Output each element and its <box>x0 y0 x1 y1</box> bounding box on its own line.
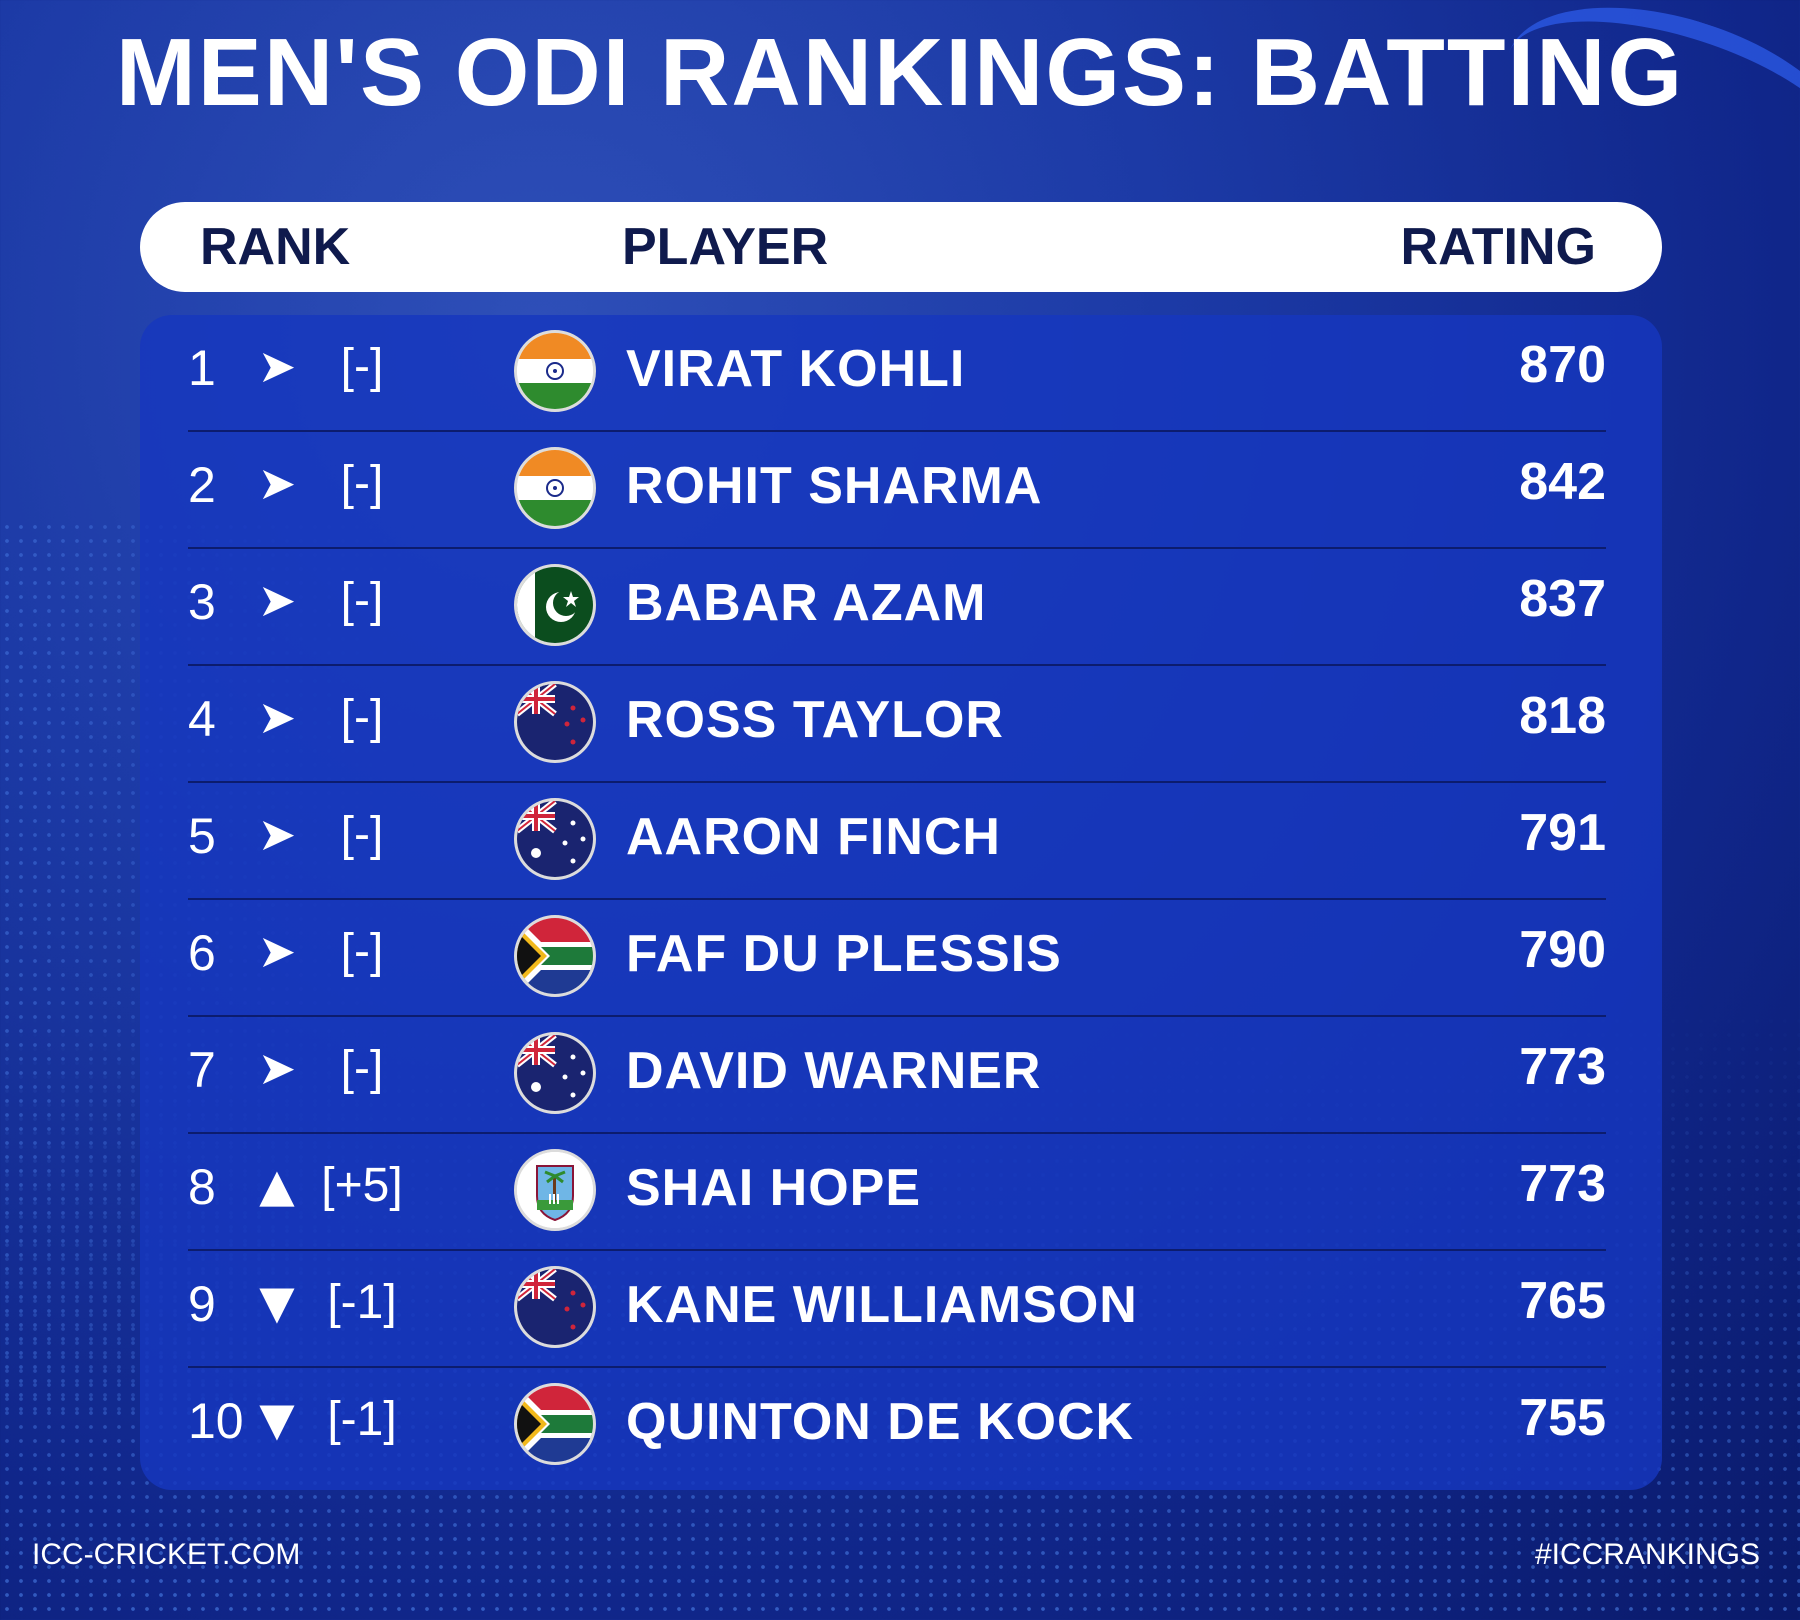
player-name: KANE WILLIAMSON <box>626 1276 1138 1334</box>
rank-change: [-] <box>340 925 384 978</box>
table-row: 1 ➤ [-] VIRAT KOHLI 870 <box>140 315 1662 432</box>
player-rating: 791 <box>1519 804 1606 862</box>
movement-arrow-icon: ▲ <box>259 1158 295 1212</box>
movement-arrow-icon: ➤ <box>257 807 297 861</box>
rank-number: 3 <box>188 574 216 630</box>
movement-arrow-icon: ➤ <box>257 339 297 393</box>
rank-change: [-] <box>340 1042 384 1095</box>
australia-flag-icon <box>514 798 596 880</box>
table-row: 7 ➤ [-] DAVID WARNER 773 <box>140 1017 1662 1134</box>
rank-number: 9 <box>188 1276 216 1332</box>
table-row: 6 ➤ [-] FAF DU PLESSIS 790 <box>140 900 1662 1017</box>
movement-arrow-icon: ➤ <box>257 690 297 744</box>
rank-number: 1 <box>188 340 216 396</box>
player-name: DAVID WARNER <box>626 1042 1042 1100</box>
rank-number: 5 <box>188 808 216 864</box>
rank-number: 10 <box>188 1393 244 1449</box>
player-rating: 773 <box>1519 1155 1606 1213</box>
rank-change: [-] <box>340 808 384 861</box>
website-link[interactable]: ICC-CRICKET.COM <box>32 1538 301 1571</box>
south-africa-flag-icon <box>514 915 596 997</box>
player-rating: 842 <box>1519 453 1606 511</box>
rank-change: [-] <box>340 340 384 393</box>
player-name: VIRAT KOHLI <box>626 340 966 398</box>
player-rating: 837 <box>1519 570 1606 628</box>
rank-change: [-] <box>340 457 384 510</box>
player-name: ROSS TAYLOR <box>626 691 1004 749</box>
australia-flag-icon <box>514 1032 596 1114</box>
player-name: ROHIT SHARMA <box>626 457 1043 515</box>
table-row: 10 ▼ [-1] QUINTON DE KOCK 755 <box>140 1368 1662 1485</box>
player-rating: 870 <box>1519 336 1606 394</box>
movement-arrow-icon: ➤ <box>257 924 297 978</box>
table-row: 2 ➤ [-] ROHIT SHARMA 842 <box>140 432 1662 549</box>
movement-arrow-icon: ➤ <box>257 456 297 510</box>
row-divider <box>188 547 1606 549</box>
player-rating: 790 <box>1519 921 1606 979</box>
table-row: 4 ➤ [-] ROSS TAYLOR 818 <box>140 666 1662 783</box>
page-title: MEN'S ODI RANKINGS: BATTING <box>115 19 1685 126</box>
table-row: 9 ▼ [-1] KANE WILLIAMSON 765 <box>140 1251 1662 1368</box>
rating-column-header: RATING <box>1400 218 1596 276</box>
rank-number: 2 <box>188 457 216 513</box>
player-name: FAF DU PLESSIS <box>626 925 1062 983</box>
movement-arrow-icon: ➤ <box>257 1041 297 1095</box>
movement-arrow-icon: ➤ <box>257 573 297 627</box>
row-divider <box>188 898 1606 900</box>
row-divider <box>188 781 1606 783</box>
south-africa-flag-icon <box>514 1383 596 1465</box>
india-flag-icon <box>514 447 596 529</box>
player-name: AARON FINCH <box>626 808 1001 866</box>
rank-change: [-] <box>340 691 384 744</box>
row-divider <box>188 1249 1606 1251</box>
movement-arrow-icon: ▼ <box>259 1275 295 1329</box>
player-rating: 765 <box>1519 1272 1606 1330</box>
table-row: 8 ▲ [+5] SHAI HOPE 773 <box>140 1134 1662 1251</box>
rank-change: [+5] <box>321 1159 403 1212</box>
player-name: QUINTON DE KOCK <box>626 1393 1135 1451</box>
pakistan-flag-icon <box>514 564 596 646</box>
rank-change: [-] <box>340 574 384 627</box>
row-divider <box>188 1132 1606 1134</box>
west-indies-flag-icon <box>514 1149 596 1231</box>
new-zealand-flag-icon <box>514 1266 596 1348</box>
rank-change: [-1] <box>327 1276 397 1329</box>
india-flag-icon <box>514 330 596 412</box>
row-divider <box>188 1366 1606 1368</box>
rank-number: 6 <box>188 925 216 981</box>
table-header: RANK PLAYER RATING <box>140 202 1662 292</box>
rank-change: [-1] <box>327 1393 397 1446</box>
row-divider <box>188 430 1606 432</box>
hashtag-label: #ICCRANKINGS <box>1534 1538 1760 1571</box>
rankings-table: 1 ➤ [-] VIRAT KOHLI 870 2 ➤ [-] ROHIT SH… <box>140 315 1662 1490</box>
player-name: SHAI HOPE <box>626 1159 922 1217</box>
row-divider <box>188 1015 1606 1017</box>
rank-number: 7 <box>188 1042 216 1098</box>
rank-number: 4 <box>188 691 216 747</box>
player-column-header: PLAYER <box>622 218 829 276</box>
rank-number: 8 <box>188 1159 216 1215</box>
new-zealand-flag-icon <box>514 681 596 763</box>
player-name: BABAR AZAM <box>626 574 987 632</box>
row-divider <box>188 664 1606 666</box>
player-rating: 755 <box>1519 1389 1606 1447</box>
rank-column-header: RANK <box>200 218 351 276</box>
table-row: 3 ➤ [-] BABAR AZAM 837 <box>140 549 1662 666</box>
player-rating: 818 <box>1519 687 1606 745</box>
movement-arrow-icon: ▼ <box>259 1392 295 1446</box>
table-row: 5 ➤ [-] AARON FINCH 791 <box>140 783 1662 900</box>
player-rating: 773 <box>1519 1038 1606 1096</box>
